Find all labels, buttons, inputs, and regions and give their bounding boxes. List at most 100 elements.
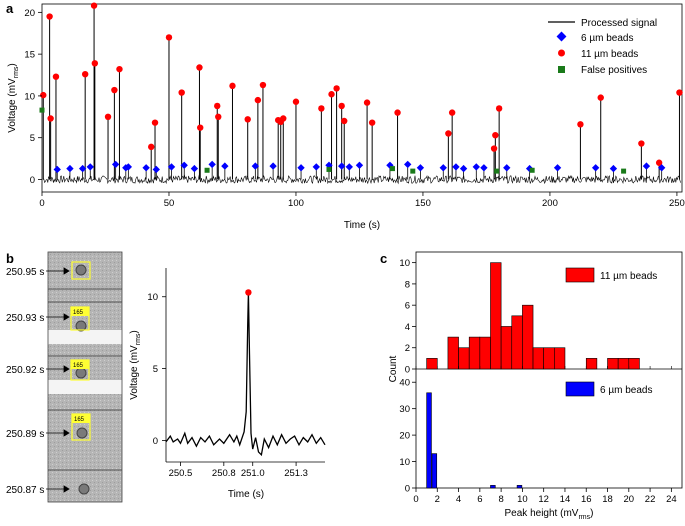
x-tick-label: 251.0: [241, 468, 265, 479]
small-bead-marker: [553, 164, 562, 172]
false-positive-marker: [204, 167, 210, 173]
legend-signal-label: Processed signal: [581, 18, 657, 29]
panel-a-chart: 0 50 100 150 200 250 0 5 10 15 20 Time (s) Voltag…: [7, 2, 685, 231]
y-tick-label: 8: [405, 279, 410, 290]
x-tick-label: 20: [624, 494, 635, 505]
bead-frame-5: [78, 483, 90, 495]
large-bead-marker: [116, 65, 123, 73]
x-tick-label: 50: [164, 198, 175, 209]
large-bead-marker: [151, 119, 159, 126]
x-tick-label: 24: [666, 494, 677, 505]
hist-bar-small: [490, 485, 496, 489]
y-tick-label: 6: [405, 301, 410, 312]
legend-small-marker: [556, 31, 567, 42]
panel-a-xlabel: Time (s): [344, 220, 380, 231]
x-tick-label: 6: [477, 494, 482, 505]
legend-small-hist-label: 6 µm beads: [600, 385, 652, 396]
x-tick-label: 250.5: [169, 468, 193, 479]
hist-bar-large: [479, 336, 491, 370]
panel-b-ylabel-close: ): [129, 330, 140, 333]
y-tick-label: 15: [24, 50, 35, 61]
y-tick-label: 5: [153, 364, 158, 375]
panel-b-trace: [165, 292, 326, 457]
y-tick-label: 5: [30, 133, 35, 144]
large-bead-marker: [104, 113, 112, 121]
y-tick-label: 10: [147, 292, 158, 303]
small-bead-marker: [439, 164, 447, 172]
noise-trace: [42, 174, 681, 185]
y-tick-label: 20: [399, 431, 410, 442]
hist-bar-large: [468, 336, 481, 370]
small-bead-marker: [190, 164, 199, 173]
large-bead-marker: [90, 2, 98, 9]
panel-b-ylabel-sub: rms: [135, 333, 142, 345]
large-bead-marker: [328, 91, 335, 98]
small-bead-marker: [53, 165, 61, 174]
panel-b-letter: b: [6, 251, 14, 266]
small-bead-marker: [452, 163, 460, 171]
large-bead-marker: [111, 86, 118, 94]
hist-bar-large: [532, 347, 544, 370]
panel-a-legend: Processed signal 6 µm beads 11 µm beads …: [548, 18, 657, 76]
x-tick-label: 251.3: [284, 468, 308, 479]
y-tick-label: 0: [405, 484, 410, 495]
y-tick-label: 0: [405, 365, 410, 376]
micrograph-label-4: 250.89 s: [6, 429, 44, 440]
micrograph-border: [47, 251, 123, 503]
small-bead-marker: [66, 164, 74, 173]
hist-bar-large: [490, 262, 502, 370]
panel-a-letter: a: [6, 1, 14, 16]
electrode-band-2: [48, 380, 122, 394]
x-tick-label: 22: [645, 494, 656, 505]
large-bead-marker: [338, 102, 345, 110]
y-tick-label: 20: [24, 8, 35, 19]
tracking-box-1: [71, 261, 91, 280]
panel-c-y-ticks-top: 0 2 4 6 8 10: [399, 258, 416, 376]
x-tick-label: 0: [39, 198, 44, 209]
badge-bg-2: [71, 307, 89, 316]
panel-a-marks: [39, 2, 683, 174]
x-tick-label: 4: [456, 494, 461, 505]
large-bead-marker: [148, 143, 155, 151]
panel-a-y-ticks: 0 5 10 15 20: [24, 8, 42, 186]
panel-b-x-ticks: 250.5 250.8 251.0 251.3: [169, 462, 308, 479]
small-bead-marker: [297, 164, 305, 172]
large-bead-marker: [597, 94, 604, 101]
panel-c-xlabel-main: Peak height (mV: [505, 508, 579, 519]
legend-large-hist-label: 11 µm beads: [600, 271, 657, 282]
panel-c-bars-small: [426, 392, 523, 489]
legend-small-label: 6 µm beads: [581, 33, 633, 44]
electrode-band-1: [48, 330, 122, 344]
large-bead-marker: [46, 13, 53, 20]
legend-false-marker: [558, 66, 565, 73]
small-bead-marker: [404, 160, 412, 169]
y-tick-label: 10: [399, 258, 410, 269]
panel-b-ylabel-main: Voltage (mV: [129, 345, 140, 400]
large-bead-marker: [229, 82, 236, 90]
panel-a-stems: [42, 5, 680, 180]
hist-bar-large: [585, 358, 598, 370]
legend-large-swatch: [565, 267, 595, 283]
micrograph-label-5: 250.87 s: [6, 485, 44, 496]
hist-bar-large: [426, 358, 438, 370]
panel-a-ylabel-sub: rms: [13, 66, 20, 78]
panel-a-ylabel-main: Voltage (mV: [7, 78, 18, 133]
large-bead-marker: [178, 89, 185, 96]
x-tick-label: 14: [560, 494, 571, 505]
panel-a-x-ticks: 0 50 100 150 200 250: [39, 192, 685, 209]
hist-bar-large: [617, 358, 630, 370]
panel-a-ylabel: Voltage (mVrms): [7, 63, 20, 133]
small-bead-marker: [609, 164, 618, 173]
x-tick-label: 2: [435, 494, 440, 505]
bead-frame-1: [75, 264, 87, 276]
x-tick-label: 8: [498, 494, 503, 505]
false-positive-marker: [326, 166, 332, 172]
small-bead-marker: [86, 163, 94, 171]
y-tick-label: 10: [399, 457, 410, 468]
large-bead-marker: [341, 117, 348, 125]
false-positive-marker: [621, 168, 627, 174]
large-bead-marker: [244, 116, 251, 123]
large-bead-marker: [577, 121, 584, 128]
panel-c-bars-large: [426, 262, 640, 370]
